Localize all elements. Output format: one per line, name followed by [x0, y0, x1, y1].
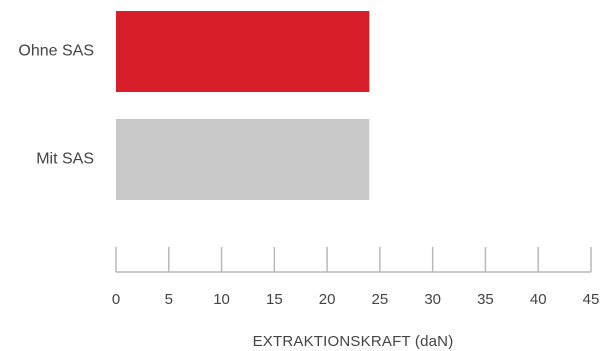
x-axis-ticks: 0 5 10 15 20 25 30 35 40 45: [112, 247, 600, 308]
x-tick-label-25: 25: [372, 291, 389, 308]
x-tick-label-15: 15: [266, 291, 283, 308]
x-axis-title: EXTRAKTIONSKRAFT (daN): [253, 333, 454, 350]
x-tick-label-0: 0: [112, 291, 120, 308]
category-labels: Ohne SAS Mit SAS: [18, 43, 94, 168]
x-tick-label-45: 45: [583, 291, 600, 308]
bars-group: [116, 11, 370, 200]
category-label-mit-sas: Mit SAS: [36, 151, 94, 168]
x-tick-label-20: 20: [319, 291, 336, 308]
x-tick-label-30: 30: [424, 291, 441, 308]
bar-mit-sas: [116, 119, 370, 200]
x-tick-label-10: 10: [213, 291, 230, 308]
x-tick-label-35: 35: [477, 291, 494, 308]
x-tick-label-5: 5: [165, 291, 173, 308]
bar-ohne-sas: [116, 11, 370, 92]
category-label-ohne-sas: Ohne SAS: [18, 43, 94, 60]
x-tick-label-40: 40: [530, 291, 547, 308]
